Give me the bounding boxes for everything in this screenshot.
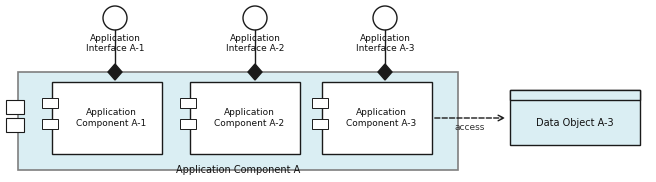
Bar xyxy=(6,118,24,132)
Bar xyxy=(18,72,458,170)
Text: Application
Component A-1: Application Component A-1 xyxy=(76,108,146,128)
Bar xyxy=(322,82,432,154)
Text: Application
Interface A-3: Application Interface A-3 xyxy=(356,34,414,53)
Polygon shape xyxy=(378,64,392,80)
Text: Data Object A-3: Data Object A-3 xyxy=(536,118,614,128)
Bar xyxy=(312,119,328,129)
Bar xyxy=(510,90,640,100)
Text: access: access xyxy=(455,123,485,132)
Polygon shape xyxy=(248,64,262,80)
Bar xyxy=(180,119,196,129)
Polygon shape xyxy=(108,64,122,80)
Bar xyxy=(180,98,196,108)
Text: Application
Component A-3: Application Component A-3 xyxy=(346,108,416,128)
Text: Application Component A: Application Component A xyxy=(176,165,300,175)
Bar xyxy=(190,82,300,154)
Bar xyxy=(510,90,640,145)
Bar xyxy=(6,100,24,114)
Text: Application
Interface A-1: Application Interface A-1 xyxy=(86,34,144,53)
Text: Application
Interface A-2: Application Interface A-2 xyxy=(226,34,284,53)
Bar xyxy=(42,119,58,129)
Bar xyxy=(42,98,58,108)
Bar xyxy=(312,98,328,108)
Text: Application
Component A-2: Application Component A-2 xyxy=(214,108,284,128)
Bar xyxy=(52,82,162,154)
